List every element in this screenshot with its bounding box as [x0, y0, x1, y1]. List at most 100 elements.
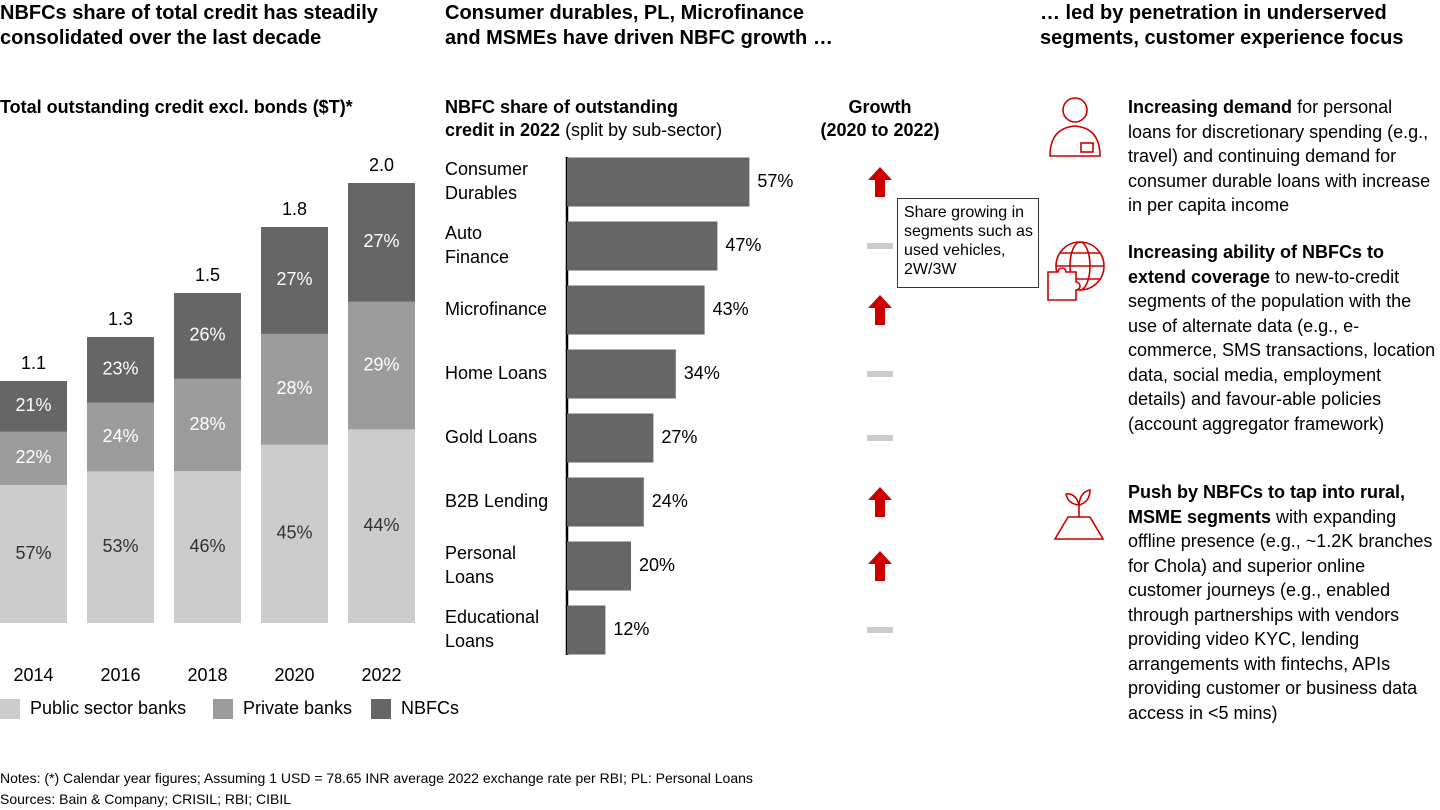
globe-icon	[1047, 241, 1105, 301]
category-label: Auto	[445, 223, 482, 243]
legend-label: Private banks	[243, 698, 352, 718]
growth-up-arrow	[868, 167, 892, 197]
segment-label: 28%	[189, 414, 225, 434]
bar-segment	[174, 471, 241, 623]
value-label: 20%	[639, 555, 675, 575]
category-label: Home Loans	[445, 363, 547, 383]
category-label: Loans	[445, 631, 494, 651]
bar-segment	[174, 293, 241, 379]
x-tick-label: 2016	[100, 665, 140, 685]
total-label: 2.0	[369, 155, 394, 175]
annotation-box: Share growing in segments such as used v…	[897, 198, 1039, 288]
segment-label: 23%	[102, 359, 138, 379]
growth-flat-dash	[867, 435, 893, 441]
legend-label: Public sector banks	[30, 698, 186, 718]
chart-subtitle: NBFC share of outstanding	[445, 97, 678, 117]
value-label: 27%	[661, 427, 697, 447]
column-heading: Consumer durables, PL, Microfinance and …	[445, 2, 833, 49]
growth-flat-dash	[867, 371, 893, 377]
value-label: 57%	[757, 171, 793, 191]
bar	[567, 413, 654, 463]
notes: Notes: (*) Calendar year figures; Assumi…	[0, 770, 753, 786]
column-heading: NBFCs share of total credit has steadily…	[0, 2, 378, 49]
bar-segment	[348, 301, 415, 430]
segment-label: 29%	[363, 354, 399, 374]
segment-label: 53%	[102, 536, 138, 556]
bar-segment	[348, 429, 415, 623]
x-tick-label: 2014	[13, 665, 53, 685]
driver-bold: Increasing ability of NBFCs to extend co…	[1128, 242, 1385, 287]
category-label: Durables	[445, 183, 517, 203]
driver-bold: Increasing demand	[1128, 97, 1293, 117]
total-label: 1.8	[282, 199, 307, 219]
category-label: Loans	[445, 567, 494, 587]
category-label: Personal	[445, 543, 516, 563]
category-label: Gold Loans	[445, 427, 537, 447]
segment-label: 27%	[276, 269, 312, 289]
segment-label: 26%	[189, 325, 225, 345]
growth-up-arrow	[868, 295, 892, 325]
legend-label: NBFCs	[401, 698, 459, 718]
value-label: 12%	[613, 619, 649, 639]
bar-segment	[0, 381, 67, 432]
category-label: Finance	[445, 247, 509, 267]
person-icon	[1049, 97, 1101, 157]
total-label: 1.5	[195, 265, 220, 285]
x-tick-label: 2022	[361, 665, 401, 685]
chart-subtitle: credit in 2022 (split by sub-sector)	[445, 120, 722, 140]
bar-segment	[0, 431, 67, 486]
bar-segment	[0, 485, 67, 623]
value-label: 34%	[684, 363, 720, 383]
value-label: 43%	[713, 299, 749, 319]
bar	[567, 221, 718, 271]
bar-segment	[87, 471, 154, 623]
chart-subtitle-rest: (split by sub-sector)	[560, 120, 722, 140]
segment-label: 27%	[363, 231, 399, 251]
category-label: Microfinance	[445, 299, 547, 319]
growth-up-arrow	[868, 551, 892, 581]
driver-bold: Push by NBFCs to tap into rural, MSME se…	[1128, 482, 1406, 527]
segment-label: 28%	[276, 378, 312, 398]
growth-flat-dash	[867, 627, 893, 633]
driver-text: Push by NBFCs to tap into rural, MSME se…	[1128, 480, 1440, 725]
category-label: Consumer	[445, 159, 528, 179]
segment-label: 57%	[15, 543, 51, 563]
bar-segment	[348, 183, 415, 302]
segment-label: 22%	[15, 447, 51, 467]
legend-swatch	[371, 699, 391, 719]
bar-segment	[261, 227, 328, 334]
growth-flat-dash	[867, 243, 893, 249]
bar	[567, 349, 676, 399]
bar-segment	[87, 337, 154, 403]
bar	[567, 605, 606, 655]
driver-rest: for personal loans for discretionary spe…	[1128, 97, 1431, 215]
value-label: 24%	[652, 491, 688, 511]
bar	[567, 157, 750, 207]
legend-swatch	[213, 699, 233, 719]
plant-icon	[1053, 489, 1105, 540]
driver-text: Increasing demand for personal loans for…	[1128, 95, 1440, 218]
driver-rest: with expanding offline presence (e.g., ~…	[1128, 506, 1433, 723]
value-label: 47%	[725, 235, 761, 255]
segment-label: 21%	[15, 395, 51, 415]
driver-rest: to new-to-credit segments of the populat…	[1128, 266, 1436, 434]
growth-title: Growth	[849, 97, 912, 117]
bar-segment	[261, 444, 328, 623]
total-label: 1.1	[21, 353, 46, 373]
bar	[567, 285, 705, 335]
total-label: 1.3	[108, 309, 133, 329]
bar-segment	[261, 333, 328, 445]
legend-swatch	[0, 699, 20, 719]
category-label: B2B Lending	[445, 491, 548, 511]
bar	[567, 541, 631, 591]
growth-title: (2020 to 2022)	[820, 120, 939, 140]
category-label: Educational	[445, 607, 539, 627]
driver-text: Increasing ability of NBFCs to extend co…	[1128, 240, 1440, 436]
bar-segment	[87, 402, 154, 472]
segment-label: 46%	[189, 536, 225, 556]
segment-label: 44%	[363, 515, 399, 535]
x-tick-label: 2020	[274, 665, 314, 685]
bar-segment	[174, 378, 241, 472]
